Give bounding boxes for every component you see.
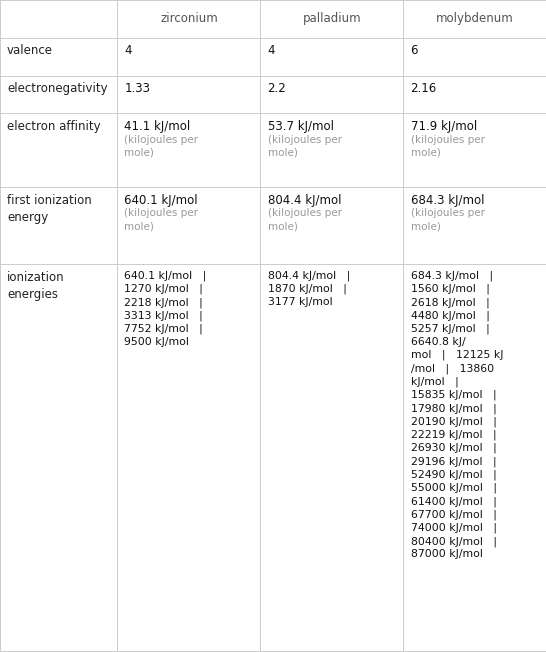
Text: 2.2: 2.2 xyxy=(268,82,286,95)
Text: palladium: palladium xyxy=(302,12,361,25)
Text: (kilojoules per
mole): (kilojoules per mole) xyxy=(124,134,199,158)
Text: ionization
energies: ionization energies xyxy=(7,271,65,301)
Text: 6: 6 xyxy=(411,44,418,57)
Text: 684.3 kJ/mol   |
1560 kJ/mol   |
2618 kJ/mol   |
4480 kJ/mol   |
5257 kJ/mol   |: 684.3 kJ/mol | 1560 kJ/mol | 2618 kJ/mol… xyxy=(411,271,503,559)
Text: (kilojoules per
mole): (kilojoules per mole) xyxy=(124,208,199,231)
Text: (kilojoules per
mole): (kilojoules per mole) xyxy=(268,134,342,158)
Text: (kilojoules per
mole): (kilojoules per mole) xyxy=(411,134,485,158)
Text: 4: 4 xyxy=(124,44,132,57)
Text: valence: valence xyxy=(7,44,53,57)
Text: electron affinity: electron affinity xyxy=(7,120,100,133)
Text: 804.4 kJ/mol   |
1870 kJ/mol   |
3177 kJ/mol: 804.4 kJ/mol | 1870 kJ/mol | 3177 kJ/mol xyxy=(268,271,350,307)
Text: 4: 4 xyxy=(268,44,275,57)
Text: 1.33: 1.33 xyxy=(124,82,151,95)
Text: 804.4 kJ/mol: 804.4 kJ/mol xyxy=(268,194,341,207)
Text: (kilojoules per
mole): (kilojoules per mole) xyxy=(411,208,485,231)
Text: 41.1 kJ/mol: 41.1 kJ/mol xyxy=(124,120,191,133)
Text: 2.16: 2.16 xyxy=(411,82,437,95)
Text: zirconium: zirconium xyxy=(160,12,218,25)
Text: 53.7 kJ/mol: 53.7 kJ/mol xyxy=(268,120,334,133)
Text: 684.3 kJ/mol: 684.3 kJ/mol xyxy=(411,194,484,207)
Text: 71.9 kJ/mol: 71.9 kJ/mol xyxy=(411,120,477,133)
Text: molybdenum: molybdenum xyxy=(436,12,514,25)
Text: electronegativity: electronegativity xyxy=(7,82,108,95)
Text: 640.1 kJ/mol: 640.1 kJ/mol xyxy=(124,194,198,207)
Text: (kilojoules per
mole): (kilojoules per mole) xyxy=(268,208,342,231)
Text: 640.1 kJ/mol   |
1270 kJ/mol   |
2218 kJ/mol   |
3313 kJ/mol   |
7752 kJ/mol   |: 640.1 kJ/mol | 1270 kJ/mol | 2218 kJ/mol… xyxy=(124,271,207,347)
Text: first ionization
energy: first ionization energy xyxy=(7,194,92,224)
